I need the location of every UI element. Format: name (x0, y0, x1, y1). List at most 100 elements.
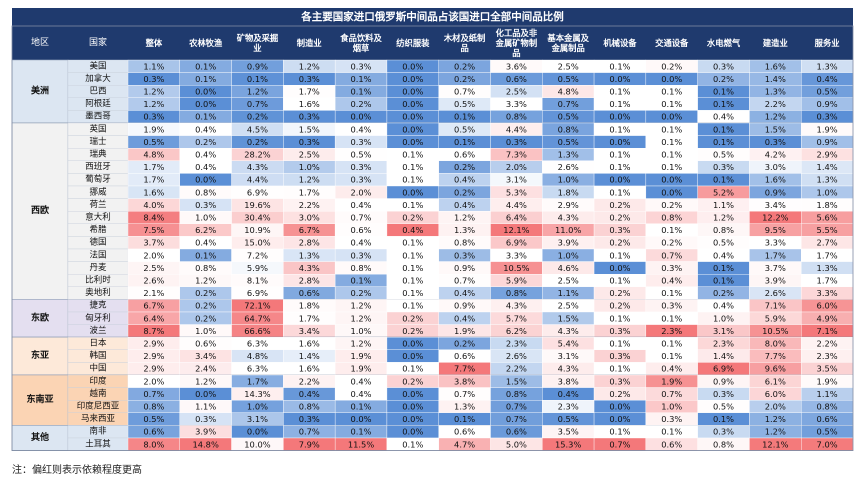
cell-value: 0.2% (713, 74, 734, 84)
cell-value: 0.6% (454, 427, 475, 437)
country-label: 法国 (89, 249, 106, 260)
cell-value: 0.0% (195, 389, 216, 399)
cell-value: 0.2% (454, 187, 475, 197)
cell-value: 0.7% (661, 250, 682, 260)
cell-value: 1.2% (454, 213, 475, 223)
cell-value: 4.8% (558, 87, 579, 97)
cell-value: 5.5% (817, 225, 838, 235)
cell-value: 1.3% (817, 263, 838, 273)
cell-value: 0.0% (247, 427, 268, 437)
cell-value: 1.3% (817, 61, 838, 71)
cell-value: 0.1% (713, 263, 734, 273)
cell-value: 0.2% (247, 112, 268, 122)
cell-value: 0.1% (350, 87, 371, 97)
column-header-line: 农林牧渔 (188, 38, 223, 48)
cell-value: 0.1% (454, 112, 475, 122)
cell-value: 6.2% (506, 326, 527, 336)
cell-value: 4.3% (558, 326, 579, 336)
cell-value: 0.1% (609, 339, 630, 349)
cell-value: 0.2% (350, 288, 371, 298)
cell-value: 0.2% (195, 313, 216, 323)
cell-value: 2.9% (143, 351, 164, 361)
cell-value: 0.5% (143, 414, 164, 424)
column-header: 交通设备 (655, 38, 689, 48)
country-label: 葡萄牙 (85, 174, 111, 185)
cell-value: 0.1% (609, 313, 630, 323)
cell-value: 7.3% (506, 150, 527, 160)
cell-value: 6.3% (247, 364, 268, 374)
cell-value: 0.2% (609, 200, 630, 210)
cell-value: 0.0% (661, 187, 682, 197)
cell-value: 4.9% (817, 313, 838, 323)
cell-value: 0.1% (402, 162, 423, 172)
cell-value: 5.9% (506, 276, 527, 286)
region-label: 东亚 (31, 349, 49, 361)
cell-value: 1.2% (765, 427, 786, 437)
cell-value: 0.9% (247, 61, 268, 71)
cell-value: 3.7% (143, 238, 164, 248)
cell-value: 3.1% (506, 175, 527, 185)
cell-value: 0.9% (454, 263, 475, 273)
cell-value: 1.2% (247, 87, 268, 97)
column-header-line: 机械设备 (603, 38, 637, 48)
cell-value: 2.2% (299, 200, 320, 210)
cell-value: 2.3% (506, 339, 527, 349)
cell-value: 0.8% (299, 402, 320, 412)
cell-value: 6.4% (506, 213, 527, 223)
cell-value: 0.8% (143, 402, 164, 412)
title-band (12, 8, 853, 27)
column-header: 农林牧渔 (188, 38, 223, 48)
cell-value: 0.2% (402, 326, 423, 336)
country-label: 波兰 (89, 325, 106, 336)
cell-value: 5.9% (247, 263, 268, 273)
cell-value: 0.7% (454, 389, 475, 399)
cell-value: 0.0% (609, 263, 630, 273)
cell-value: 2.0% (143, 250, 164, 260)
cell-value: 0.2% (609, 301, 630, 311)
cell-value: 0.9% (817, 137, 838, 147)
cell-value: 2.8% (299, 238, 320, 248)
cell-value: 0.1% (402, 250, 423, 260)
cell-value: 1.1% (558, 288, 579, 298)
cell-value: 0.7% (506, 414, 527, 424)
cell-value: 2.3% (558, 402, 579, 412)
header-region: 地区 (31, 36, 49, 48)
cell-value: 0.7% (143, 389, 164, 399)
cell-value: 0.1% (661, 99, 682, 109)
cell-value: 3.3% (506, 99, 527, 109)
cell-value: 1.6% (765, 175, 786, 185)
cell-value: 0.3% (713, 389, 734, 399)
cell-value: 2.9% (817, 150, 838, 160)
cell-value: 0.4% (195, 162, 216, 172)
cell-value: 1.2% (713, 213, 734, 223)
cell-value: 1.2% (299, 61, 320, 71)
cell-value: 0.3% (609, 225, 630, 235)
cell-value: 0.4% (350, 389, 371, 399)
cell-value: 0.3% (299, 414, 320, 424)
column-header-line: 业 (253, 43, 261, 53)
cell-value: 0.6% (506, 427, 527, 437)
cell-value: 0.1% (713, 175, 734, 185)
cell-value: 12.1% (762, 439, 788, 449)
cell-value: 10.5% (503, 263, 529, 273)
cell-value: 0.5% (817, 87, 838, 97)
cell-value: 1.7% (299, 187, 320, 197)
cell-value: 0.4% (454, 175, 475, 185)
column-header-line: 建造业 (762, 38, 788, 48)
cell-value: 0.1% (661, 339, 682, 349)
cell-value: 0.1% (661, 137, 682, 147)
cell-value: 0.1% (609, 150, 630, 160)
cell-value: 0.0% (350, 414, 371, 424)
cell-value: 1.9% (661, 376, 682, 386)
cell-value: 0.9% (713, 376, 734, 386)
cell-value: 0.6% (506, 74, 527, 84)
cell-value: 0.0% (402, 87, 423, 97)
cell-value: 2.5% (558, 61, 579, 71)
cell-value: 0.0% (661, 74, 682, 84)
cell-value: 0.4% (195, 150, 216, 160)
cell-value: 0.4% (713, 301, 734, 311)
cell-value: 0.1% (247, 74, 268, 84)
column-header: 机械设备 (603, 38, 637, 48)
cell-value: 1.5% (765, 124, 786, 134)
